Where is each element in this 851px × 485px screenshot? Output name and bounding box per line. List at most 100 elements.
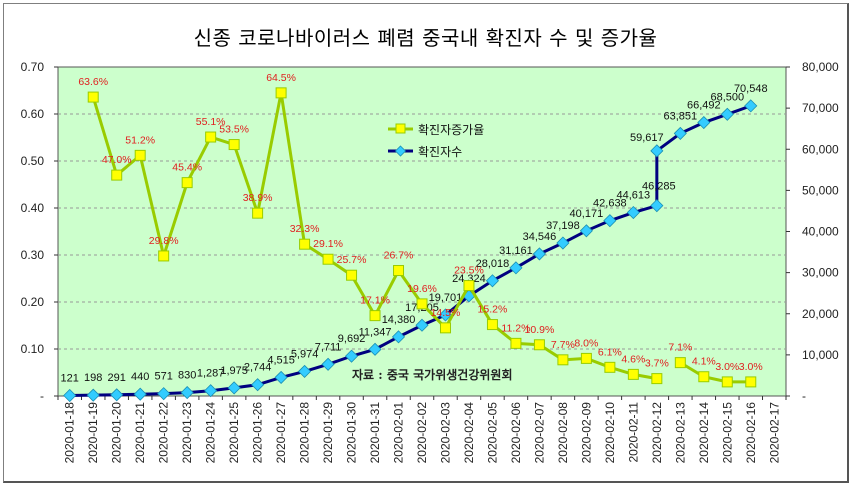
legend[interactable]: 확진자증가율 확진자수 [388,123,484,159]
x-tick-label: 2020-02-03 [438,402,452,464]
x-tick-label: 2020-02-07 [532,402,546,464]
x-tick-label: 2020-01-18 [63,402,77,464]
left-tick-label: 0.60 [21,107,45,121]
count-marker [157,387,171,401]
rate-data-label: 19.6% [407,283,437,295]
count-marker [720,107,734,121]
x-tick-label: 2020-02-09 [579,402,593,464]
rate-data-label: 23.5% [454,265,484,277]
x-tick-label: 2020-02-02 [415,402,429,464]
right-tick-label: 10,000 [802,348,839,362]
rate-marker [181,177,193,189]
count-data-label: 5,974 [291,348,319,360]
rate-marker [205,131,217,143]
rate-marker [651,373,663,385]
count-data-label: 830 [178,370,196,382]
count-marker [579,224,593,238]
right-tick-label: 50,000 [802,183,839,197]
rate-data-label: 29.8% [149,235,179,247]
left-axis: - 0.10 0.20 0.30 0.40 0.50 0.60 0.70 [21,60,58,403]
count-marker [650,199,664,213]
rate-marker [393,265,405,277]
count-data-label: 46,285 [642,181,676,193]
x-tick-label: 2020-02-15 [720,402,734,464]
left-tick-label: 0.20 [21,295,45,309]
count-marker [532,247,546,261]
count-data-label: 59,617 [630,132,664,144]
chart-title: 신종 코로나바이러스 폐렴 중국내 확진자 수 및 증가율 [193,26,658,50]
rate-data-label: 63.6% [78,76,108,88]
count-data-label: 4,515 [267,354,295,366]
right-tick-label: - [802,389,806,403]
rate-marker [674,357,686,369]
rate-marker [533,339,545,351]
count-data-label: 19,701 [429,292,463,304]
count-data-label: 37,198 [546,220,580,232]
count-data-label: 1,287 [197,368,225,380]
count-marker [603,214,617,228]
count-marker [298,364,312,378]
rate-marker [486,319,498,331]
legend-item-rate[interactable]: 확진자증가율 [388,123,484,137]
legend-item-count[interactable]: 확진자수 [388,145,462,159]
count-data-label: 68,500 [710,91,744,103]
x-tick-label: 2020-02-12 [650,402,664,464]
rate-data-label: 10.9% [525,324,555,336]
count-data-label: 63,851 [663,110,697,122]
rate-marker [745,376,757,388]
rate-data-label: 53.5% [219,124,249,136]
right-axis: - 10,000 20,000 30,000 40,000 50,000 60,000 70,… [786,60,839,403]
x-tick-label: 2020-02-10 [603,402,617,464]
rate-marker [87,91,99,103]
count-marker [509,261,523,275]
legend-rate-square-icon [395,123,406,134]
count-data-label: 28,018 [476,258,510,270]
count-marker [63,388,77,403]
rate-data-label: 3.0% [715,361,739,373]
count-marker [227,381,241,395]
count-data-label: 40,171 [570,208,604,220]
x-tick-label: 2020-02-08 [556,402,570,464]
x-axis: 2020-01-18 2020-01-19 2020-01-20 2020-01-21… [57,396,787,464]
right-tick-label: 80,000 [802,60,839,74]
x-tick-label: 2020-01-19 [86,402,100,464]
plot-area [57,66,787,397]
x-tick-label: 2020-01-25 [227,402,241,464]
count-data-label: 7,711 [315,341,342,353]
x-tick-label: 2020-02-04 [462,402,476,464]
x-tick-label: 2020-02-14 [697,402,711,464]
rate-marker [322,253,334,265]
count-marker [274,370,288,384]
x-tick-label: 2020-02-16 [744,402,758,464]
rate-data-label: 14.5% [431,307,461,319]
count-marker [650,144,664,158]
rate-data-label: 55.1% [196,116,226,128]
count-marker [133,387,147,401]
rate-marker [369,310,381,322]
rate-marker [721,376,733,388]
rate-data-label: 8.0% [574,337,598,349]
count-data-label: 198 [84,372,102,384]
left-tick-label: 0.70 [21,60,45,74]
count-data-label: 571 [154,371,172,383]
rate-marker [275,87,287,99]
left-tick-label: - [40,389,44,403]
count-data-label: 11,347 [359,326,392,338]
source-note: 자료 : 중국 국가위생건강위원회 [352,367,512,382]
x-tick-label: 2020-01-30 [345,402,359,464]
x-tick-label: 2020-01-28 [298,402,312,464]
count-marker [391,330,406,344]
count-marker [744,99,758,113]
rate-marker [463,280,475,292]
rate-data-label: 4.1% [692,356,716,368]
left-tick-label: 0.50 [21,154,45,168]
count-data-label: 34,546 [523,231,557,243]
rate-marker [134,149,146,161]
count-marker [204,384,218,398]
x-tick-label: 2020-01-21 [133,402,147,464]
count-marker [556,236,570,250]
rate-marker [346,269,358,281]
count-data-label: 1,975 [220,365,248,377]
rate-marker [557,354,569,366]
rate-data-label: 7.7% [551,339,575,351]
